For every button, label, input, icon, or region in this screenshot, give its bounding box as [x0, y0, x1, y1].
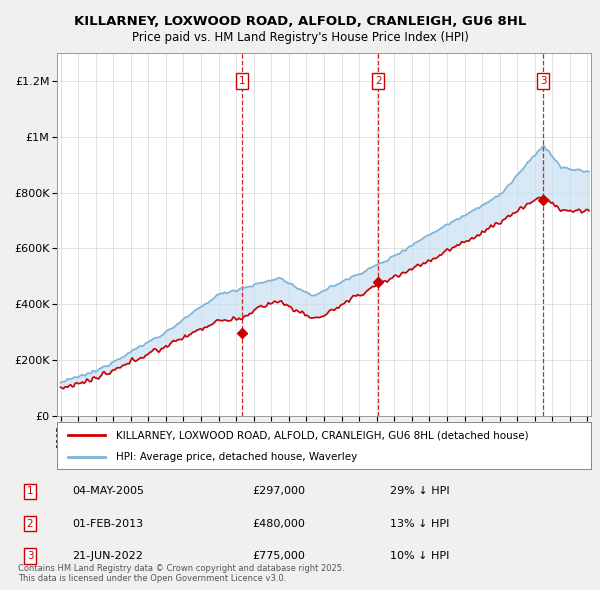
Text: £297,000: £297,000 — [252, 486, 305, 496]
Text: KILLARNEY, LOXWOOD ROAD, ALFOLD, CRANLEIGH, GU6 8HL (detached house): KILLARNEY, LOXWOOD ROAD, ALFOLD, CRANLEI… — [116, 430, 529, 440]
Text: 3: 3 — [540, 76, 547, 86]
Text: 21-JUN-2022: 21-JUN-2022 — [72, 551, 143, 561]
Text: 29% ↓ HPI: 29% ↓ HPI — [390, 486, 449, 496]
Text: 10% ↓ HPI: 10% ↓ HPI — [390, 551, 449, 561]
Text: 1: 1 — [26, 486, 34, 496]
Text: £480,000: £480,000 — [252, 519, 305, 529]
Text: KILLARNEY, LOXWOOD ROAD, ALFOLD, CRANLEIGH, GU6 8HL: KILLARNEY, LOXWOOD ROAD, ALFOLD, CRANLEI… — [74, 15, 526, 28]
Text: Price paid vs. HM Land Registry's House Price Index (HPI): Price paid vs. HM Land Registry's House … — [131, 31, 469, 44]
Text: HPI: Average price, detached house, Waverley: HPI: Average price, detached house, Wave… — [116, 453, 357, 462]
Text: 2: 2 — [26, 519, 34, 529]
Text: 3: 3 — [26, 551, 34, 561]
Text: 2: 2 — [375, 76, 382, 86]
Text: £775,000: £775,000 — [252, 551, 305, 561]
Text: Contains HM Land Registry data © Crown copyright and database right 2025.
This d: Contains HM Land Registry data © Crown c… — [18, 563, 344, 583]
Text: 04-MAY-2005: 04-MAY-2005 — [72, 486, 144, 496]
Text: 01-FEB-2013: 01-FEB-2013 — [72, 519, 143, 529]
Text: 1: 1 — [239, 76, 245, 86]
Text: 13% ↓ HPI: 13% ↓ HPI — [390, 519, 449, 529]
